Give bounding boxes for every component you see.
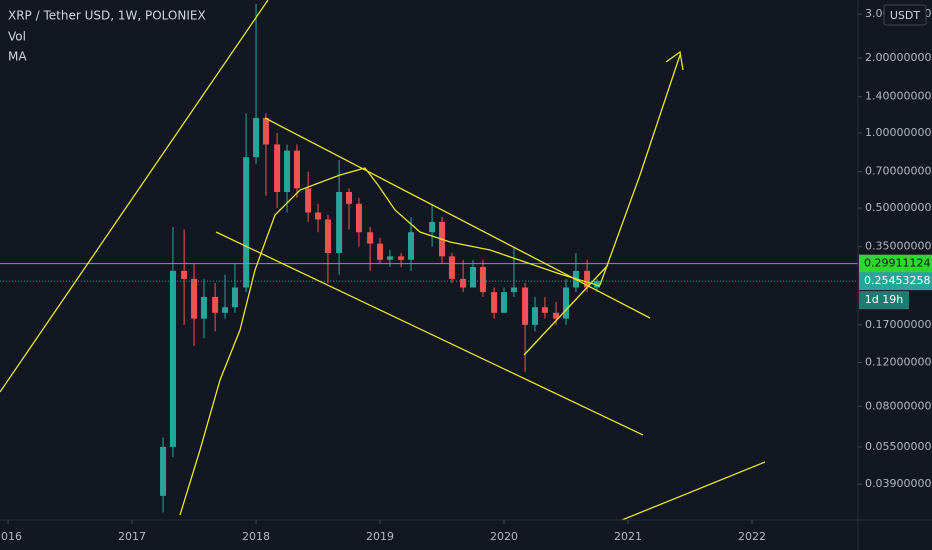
- countdown-label: 1d 19h: [865, 293, 903, 306]
- candle-body: [501, 292, 508, 313]
- y-tick-label: 0.35000000: [865, 240, 931, 253]
- plot-area: [0, 3, 858, 513]
- candle-body: [262, 117, 269, 145]
- channel-lower: [215, 231, 644, 436]
- countdown-box: [859, 291, 909, 310]
- candle-body: [448, 256, 455, 279]
- price-label-box: [859, 272, 932, 291]
- candle-body: [346, 192, 353, 204]
- y-tick-label: 1.00000000: [865, 126, 931, 139]
- candle-body: [231, 287, 238, 308]
- y-tick-label: 2.00000000: [865, 51, 931, 64]
- candle-body: [181, 270, 188, 279]
- x-tick-label: 2021: [614, 530, 642, 543]
- candle-body: [398, 256, 405, 260]
- candle-body: [160, 446, 167, 496]
- candle-body: [563, 287, 570, 319]
- candle-body: [460, 278, 467, 288]
- x-tick-label: 2019: [366, 530, 394, 543]
- candle-body: [324, 219, 331, 254]
- candle-body: [212, 296, 219, 313]
- y-tick-label: 0.17000000: [865, 318, 931, 331]
- y-tick-label: 0.03900000: [865, 477, 931, 490]
- x-tick-label: 2022: [738, 530, 766, 543]
- candle-body: [293, 150, 300, 189]
- y-tick-label: 1.40000000: [865, 90, 931, 103]
- y-tick-label: 0.12000000: [865, 356, 931, 369]
- candle-body: [479, 267, 486, 293]
- y-tick-label: 0.08000000: [865, 399, 931, 412]
- drawings: [0, 0, 766, 521]
- candle-body: [243, 157, 250, 288]
- candle-body: [553, 312, 560, 319]
- candle-body: [284, 150, 291, 193]
- arrow: [599, 54, 681, 286]
- candle-body: [200, 296, 207, 319]
- channel-upper: [264, 117, 651, 319]
- candle-body: [522, 287, 529, 325]
- candle-body: [355, 203, 362, 233]
- y-tick-label: 0.50000000: [865, 201, 931, 214]
- chart-title: XRP / Tether USD, 1W, POLONIEX: [8, 9, 206, 23]
- x-tick-label: 2017: [118, 530, 146, 543]
- moving-average: [179, 167, 601, 516]
- candle-body: [315, 212, 322, 220]
- candle-body: [594, 280, 601, 288]
- candle-body: [169, 270, 176, 447]
- candle-body: [510, 287, 517, 293]
- candle-body: [541, 307, 548, 313]
- price-label-box: [859, 254, 932, 273]
- price-label: 0.25453258: [864, 274, 930, 287]
- triangle-line: [523, 264, 609, 356]
- x-tick-label: 2016: [0, 530, 22, 543]
- candle-body: [377, 243, 384, 260]
- candle-body: [336, 192, 343, 254]
- candle-body: [191, 278, 198, 319]
- candle-body: [274, 144, 281, 193]
- candle-body: [305, 188, 312, 213]
- y-tick-label: 0.70000000: [865, 165, 931, 178]
- arrow-head: [665, 50, 684, 71]
- indicator-label: Vol: [8, 30, 26, 44]
- trend-line: [0, 0, 269, 393]
- trend-line: [621, 461, 766, 521]
- currency-badge[interactable]: [883, 4, 927, 26]
- candle-body: [222, 307, 229, 313]
- candle-body: [408, 232, 415, 260]
- indicator-label: MA: [8, 50, 27, 64]
- candle-body: [470, 267, 477, 288]
- candle-body: [532, 307, 539, 325]
- candle-body: [584, 270, 591, 288]
- candle-body: [367, 232, 374, 244]
- candle-body: [386, 256, 393, 260]
- candle-body: [253, 117, 260, 158]
- candle-body: [491, 292, 498, 313]
- price-label: 0.29911124: [864, 257, 930, 270]
- x-tick-label: 2020: [490, 530, 518, 543]
- x-tick-label: 2018: [242, 530, 270, 543]
- y-tick-label: 0.05500000: [865, 440, 931, 453]
- currency-label[interactable]: USDT: [890, 9, 921, 22]
- candle-body: [429, 221, 436, 233]
